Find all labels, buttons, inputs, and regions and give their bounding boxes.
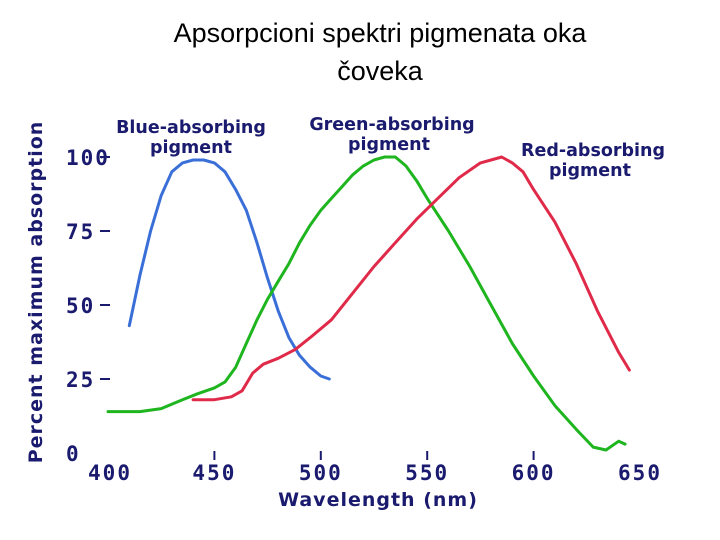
slide-title-line-1: Apsorpcioni spektri pigmenata oka [173, 18, 587, 48]
series-label-2: pigment [348, 135, 430, 155]
series-line-3 [191, 155, 631, 402]
y-tick-label: 100 [66, 146, 110, 170]
series-line-1 [127, 158, 331, 381]
x-tick-label: 400 [88, 461, 132, 485]
y-tick-label: 75 [66, 220, 95, 244]
x-tick-label: 600 [512, 461, 556, 485]
series-label-1: pigment [150, 138, 232, 158]
slide-title-line-2: čoveka [337, 56, 423, 86]
x-tick-label: 550 [405, 461, 449, 485]
series-line-2 [106, 155, 627, 452]
y-tick-label: 50 [66, 294, 95, 318]
chart-marks: 0 25 50 75 100 400 450 500 550 600 650 Blue-absorbi… [66, 115, 665, 485]
x-axis-label: Wavelength (nm) [278, 489, 478, 511]
x-tick-label: 650 [618, 461, 662, 485]
y-axis-label: Percent maximum absorption [25, 121, 47, 464]
series-label-2: Green-absorbing [309, 115, 474, 135]
y-tick-label: 0 [66, 442, 81, 466]
series-label-3: pigment [549, 161, 631, 181]
x-tick-label: 450 [192, 461, 236, 485]
slide-title: Apsorpcioni spektri pigmenata oka čoveka [0, 14, 720, 90]
y-tick-label: 25 [66, 368, 95, 392]
series-label-1: Blue-absorbing [116, 118, 266, 138]
series-label-3: Red-absorbing [521, 141, 665, 161]
x-tick-label: 500 [299, 461, 343, 485]
